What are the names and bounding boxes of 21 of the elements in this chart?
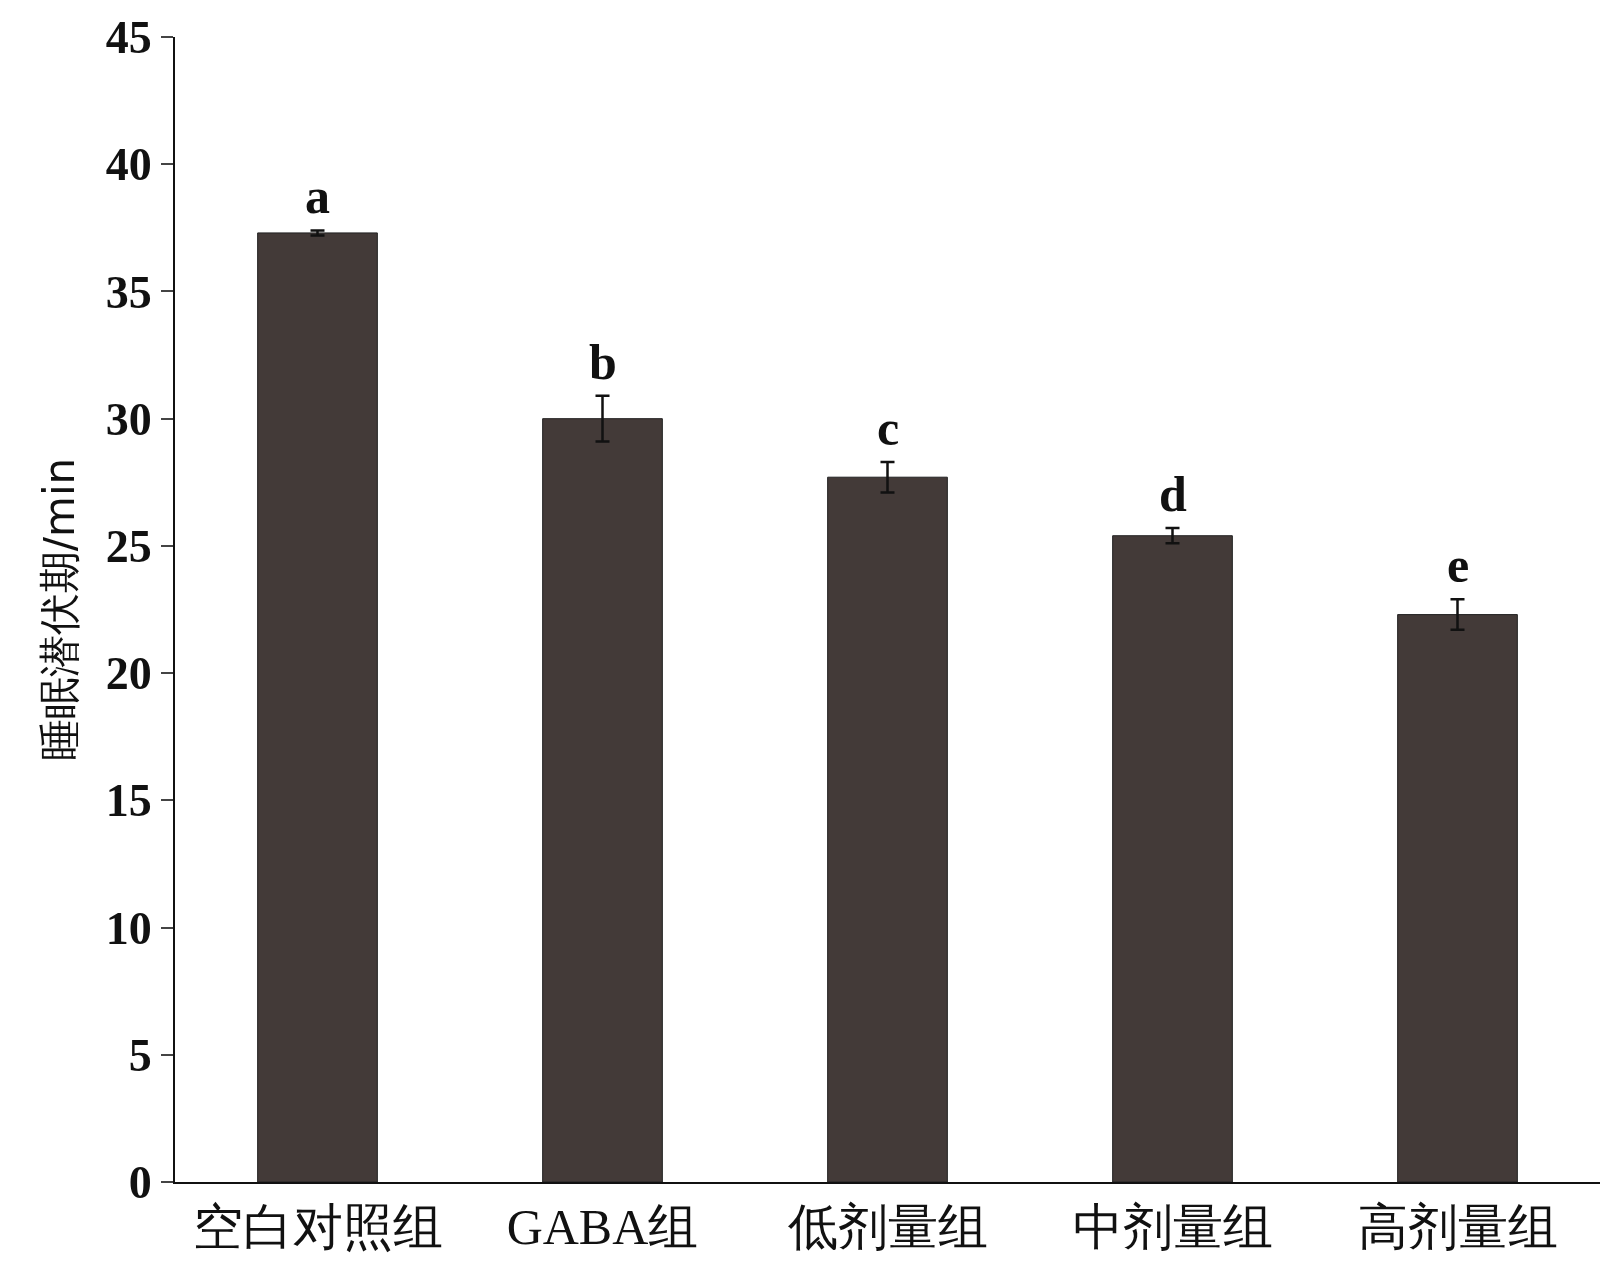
y-axis-title: 睡眠潜伏期/min — [35, 457, 85, 762]
annotation: c — [877, 400, 900, 456]
x-tick-label: 高剂量组 — [1357, 1199, 1558, 1255]
annotation: b — [589, 334, 617, 390]
annotation: a — [305, 168, 330, 224]
annotation: e — [1447, 537, 1470, 593]
x-tick-label: 空白对照组 — [192, 1199, 443, 1255]
y-tick-label: 5 — [128, 1029, 152, 1081]
y-tick-label: 40 — [105, 139, 152, 191]
y-tick-label: 25 — [105, 520, 152, 572]
x-tick-label: 低剂量组 — [787, 1199, 988, 1255]
x-tick-label: 中剂量组 — [1072, 1199, 1273, 1255]
y-tick-label: 10 — [105, 902, 152, 954]
y-tick-label: 30 — [105, 393, 152, 445]
x-tick-label: GABA组 — [506, 1199, 699, 1255]
y-tick-label: 35 — [105, 266, 152, 318]
y-tick-label: 15 — [105, 775, 152, 827]
annotation: d — [1159, 466, 1187, 522]
y-tick-label: 0 — [128, 1157, 152, 1209]
y-tick-label: 20 — [105, 648, 152, 700]
y-tick-label: 45 — [105, 12, 152, 64]
